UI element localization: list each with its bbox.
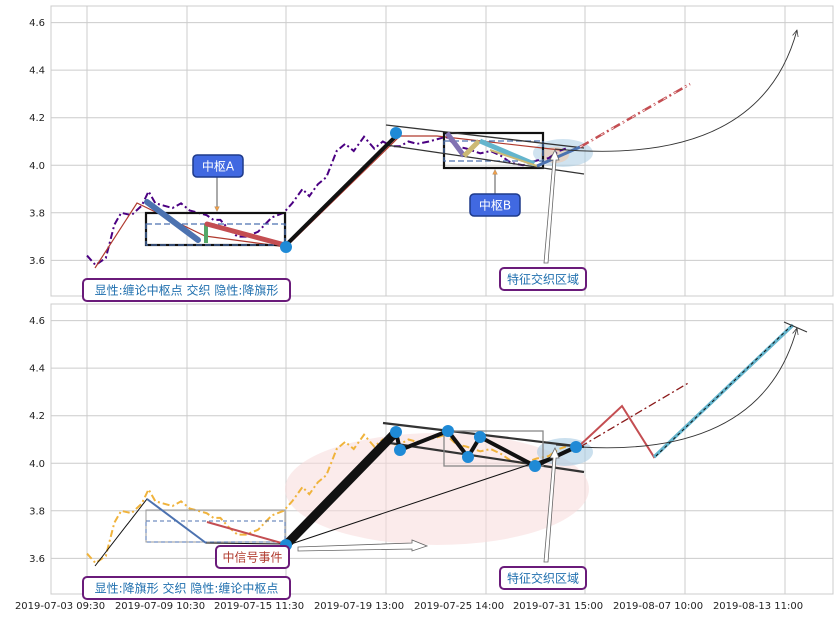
pivot-marker bbox=[442, 425, 454, 437]
label-zhongshu-a: 中枢A bbox=[202, 159, 235, 174]
caption-top: 显性:缠论中枢点 交织 隐性:降旗形 bbox=[95, 283, 279, 298]
pivot-marker bbox=[474, 431, 486, 443]
bi-stroke bbox=[144, 199, 201, 243]
x-tick-label: 2019-07-25 14:00 bbox=[414, 601, 504, 612]
bi-stroke bbox=[462, 139, 481, 158]
curved-arrow bbox=[555, 328, 797, 449]
y-tick-label: 3.8 bbox=[29, 208, 45, 219]
zhongshu-inner bbox=[145, 520, 286, 543]
projection-line bbox=[579, 82, 691, 149]
y-tick-label: 4.0 bbox=[29, 161, 45, 172]
consolidation-box bbox=[443, 430, 544, 467]
x-axis-labels: 2019-07-03 09:30 2019-07-09 10:30 2019-07-… bbox=[15, 601, 803, 612]
y-tick-label: 4.4 bbox=[29, 66, 45, 77]
x-tick-label: 2019-07-31 15:00 bbox=[513, 601, 603, 612]
pivot-marker bbox=[462, 451, 474, 463]
channel-lower bbox=[382, 440, 585, 474]
projection-dash bbox=[655, 325, 792, 457]
bi-stroke bbox=[206, 521, 286, 545]
zhongshu-a-inner bbox=[145, 223, 286, 246]
zone-label-bottom-box bbox=[499, 566, 587, 590]
y-tick-label: 4.0 bbox=[29, 459, 45, 470]
y-tick-label: 4.2 bbox=[29, 113, 45, 124]
x-tick-label: 2019-07-03 09:30 bbox=[15, 601, 105, 612]
zhongshu-b-inner bbox=[443, 140, 544, 162]
y-tick-label: 3.8 bbox=[29, 506, 45, 517]
y-tick-label: 4.4 bbox=[29, 364, 45, 375]
bi-stroke bbox=[204, 221, 288, 248]
pivot-marker bbox=[280, 241, 292, 253]
caption-bottom: 显性:降旗形 交织 隐性:缠论中枢点 bbox=[95, 581, 279, 596]
plot-area bbox=[50, 5, 834, 297]
bi-stroke bbox=[282, 428, 400, 549]
x-tick-label: 2019-08-07 10:00 bbox=[613, 601, 703, 612]
caption-top-box bbox=[82, 278, 291, 302]
label-zhongshu-b: 中枢B bbox=[479, 198, 511, 213]
bi-stroke bbox=[146, 498, 207, 544]
zone-pointer bbox=[543, 149, 560, 264]
y-tick-label: 4.2 bbox=[29, 411, 45, 422]
pivot-marker bbox=[390, 127, 402, 139]
bi-stroke bbox=[283, 134, 398, 248]
caption-bottom-box bbox=[82, 576, 291, 600]
pivot-marker bbox=[394, 444, 406, 456]
zone-label-top: 特征交织区域 bbox=[507, 272, 579, 287]
price-line bbox=[86, 135, 567, 267]
pivot-marker bbox=[529, 460, 541, 472]
channel-upper bbox=[385, 124, 585, 149]
curved-arrow bbox=[554, 30, 797, 152]
x-tick-label: 2019-07-19 13:00 bbox=[314, 601, 404, 612]
bi-stroke bbox=[444, 131, 467, 158]
x-tick-label: 2019-07-09 10:30 bbox=[115, 601, 205, 612]
x-tick-label: 2019-08-13 11:00 bbox=[713, 601, 803, 612]
y-tick-label: 3.6 bbox=[29, 554, 45, 565]
y-tick-label: 3.6 bbox=[29, 256, 45, 267]
signal-arrow bbox=[297, 539, 429, 552]
target-mark bbox=[783, 321, 808, 333]
label-zhongshu-a-box bbox=[192, 154, 244, 178]
zone-label-bottom: 特征交织区域 bbox=[507, 571, 579, 586]
label-zhongshu-b-box bbox=[469, 193, 521, 217]
pivot-marker bbox=[390, 426, 402, 438]
y-tick-label: 4.6 bbox=[29, 18, 45, 29]
signal-label-box bbox=[215, 545, 290, 569]
channel-lower bbox=[385, 144, 585, 175]
bi-stroke bbox=[479, 138, 535, 167]
zone-label-top-box bbox=[499, 267, 587, 291]
projection-line bbox=[579, 381, 691, 448]
pivot-marker bbox=[570, 441, 582, 453]
signal-label: 中信号事件 bbox=[222, 550, 282, 565]
zone-pointer bbox=[543, 447, 560, 563]
x-tick-label: 2019-07-15 11:30 bbox=[214, 601, 304, 612]
bi-stroke bbox=[489, 149, 538, 167]
y-tick-label: 4.6 bbox=[29, 316, 45, 327]
